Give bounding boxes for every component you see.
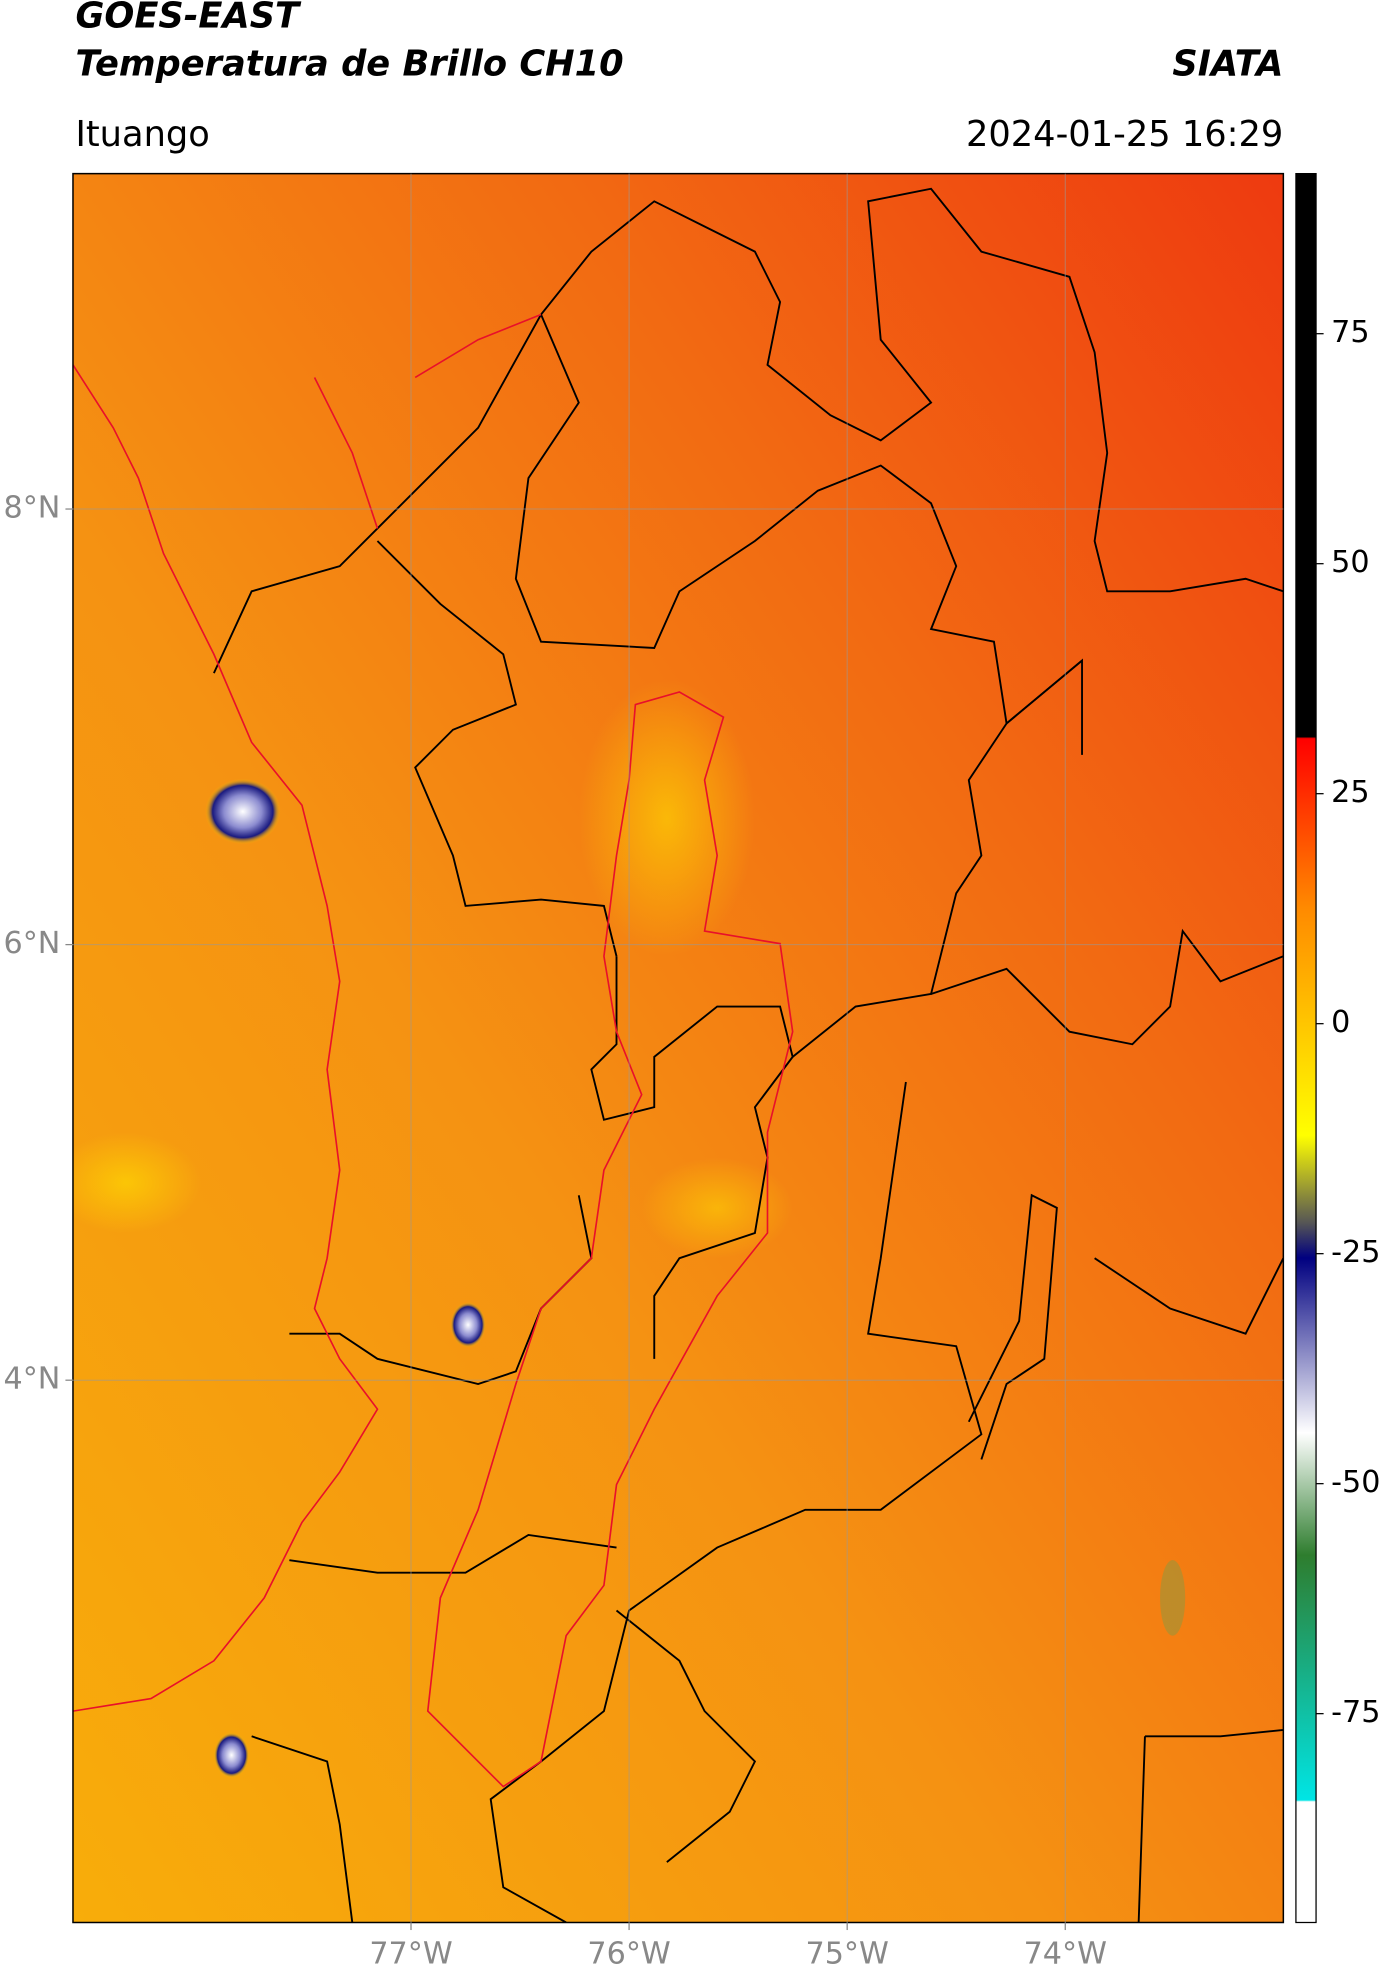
location: Ituango bbox=[75, 114, 209, 155]
datetime: 2024-01-25 16:29 bbox=[966, 114, 1283, 155]
warm-area bbox=[641, 1157, 793, 1259]
colorbar-tick-label: -50 bbox=[1331, 1465, 1380, 1500]
cold-cloud bbox=[450, 1302, 486, 1348]
y-tick-label: 4°N bbox=[4, 1362, 61, 1397]
x-tick-label: 75°W bbox=[805, 1937, 888, 1972]
cold-cloud bbox=[205, 778, 281, 845]
cold-cloud bbox=[213, 1732, 250, 1778]
x-tick-label: 77°W bbox=[369, 1937, 452, 1972]
map-image bbox=[72, 173, 1284, 1923]
cold-cloud bbox=[1160, 1560, 1186, 1636]
colorbar-tick-label: -75 bbox=[1331, 1695, 1380, 1730]
colorbar-tick-label: 0 bbox=[1331, 1005, 1350, 1040]
title: GOES-EAST bbox=[75, 0, 302, 37]
warm-area bbox=[578, 679, 755, 957]
subtitle: Temperatura de Brillo CH10 bbox=[75, 43, 623, 84]
colorbar-tick-label: 25 bbox=[1331, 775, 1369, 810]
y-tick-label: 8°N bbox=[4, 491, 61, 526]
y-tick-label: 6°N bbox=[4, 926, 61, 961]
colorbar-tick-label: -25 bbox=[1331, 1235, 1380, 1270]
x-tick-label: 74°W bbox=[1024, 1937, 1107, 1972]
colorbar-tick-label: 75 bbox=[1331, 315, 1369, 350]
brand: SIATA bbox=[1172, 43, 1283, 84]
colorbar-tick-label: 50 bbox=[1331, 545, 1369, 580]
boundaries bbox=[72, 313, 794, 1788]
map-frame bbox=[72, 172, 1285, 1924]
map bbox=[72, 173, 1284, 1923]
colorbar bbox=[1295, 172, 1317, 1924]
borders bbox=[213, 187, 1284, 1923]
warm-area bbox=[72, 1132, 202, 1233]
x-tick-label: 76°W bbox=[587, 1937, 670, 1972]
